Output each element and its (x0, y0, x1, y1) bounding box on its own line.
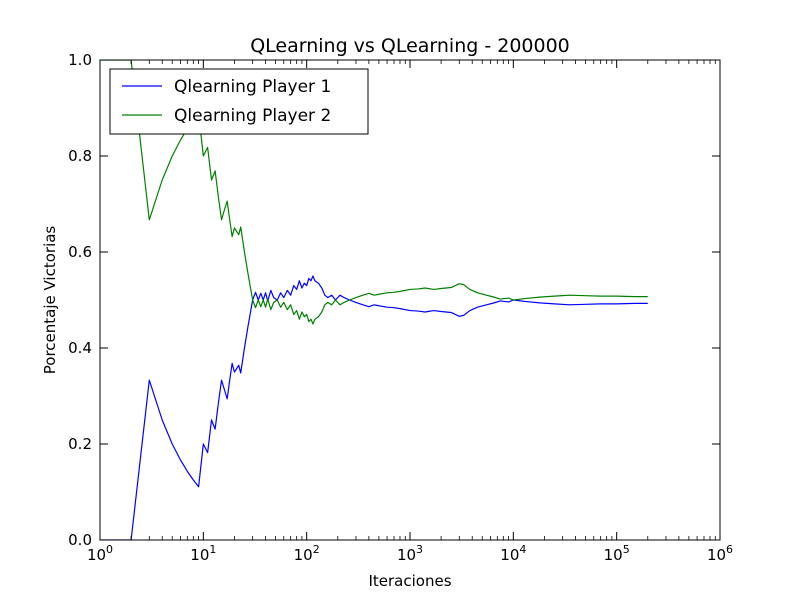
x-tick-label: 104 (500, 543, 526, 564)
x-tick-label: 102 (294, 543, 320, 564)
x-tick-label: 100 (87, 543, 113, 564)
x-tick-label: 105 (604, 543, 630, 564)
x-axis-label: Iteraciones (368, 572, 451, 590)
x-tick-label: 103 (397, 543, 423, 564)
y-tick-label: 0.8 (68, 147, 92, 165)
x-tick-label-base: 10 (294, 546, 313, 564)
x-tick-label-exponent: 4 (519, 543, 526, 556)
y-tick-label: 0.0 (68, 531, 92, 549)
chart-title: QLearning vs QLearning - 200000 (250, 35, 570, 57)
x-tick-label-exponent: 1 (209, 543, 216, 556)
x-tick-label: 106 (707, 543, 733, 564)
legend-box (109, 68, 369, 135)
legend-label-player-1: Qlearning Player 1 (174, 77, 331, 97)
x-tick-label-base: 10 (500, 546, 519, 564)
x-tick-label: 101 (190, 543, 216, 564)
x-tick-label-base: 10 (190, 546, 209, 564)
x-tick-label-base: 10 (707, 546, 726, 564)
y-tick-label: 1.0 (68, 51, 92, 69)
x-tick-label-exponent: 5 (623, 543, 630, 556)
y-axis-label: Porcentaje Victorias (41, 226, 59, 375)
y-tick-label: 0.4 (68, 339, 92, 357)
x-tick-label-base: 10 (87, 546, 106, 564)
legend: Qlearning Player 1 Qlearning Player 2 (109, 68, 369, 135)
x-tick-label-base: 10 (397, 546, 416, 564)
y-tick-label: 0.6 (68, 243, 92, 261)
x-tick-label-exponent: 3 (416, 543, 423, 556)
y-tick-label: 0.2 (68, 435, 92, 453)
legend-label-player-2: Qlearning Player 2 (174, 106, 331, 126)
x-tick-label-exponent: 2 (313, 543, 320, 556)
series-line-player-1 (100, 275, 648, 540)
x-tick-label-exponent: 0 (106, 543, 113, 556)
x-tick-label-base: 10 (604, 546, 623, 564)
x-tick-label-exponent: 6 (726, 543, 733, 556)
series-layer (100, 60, 648, 540)
series-line-player-2 (100, 60, 648, 325)
